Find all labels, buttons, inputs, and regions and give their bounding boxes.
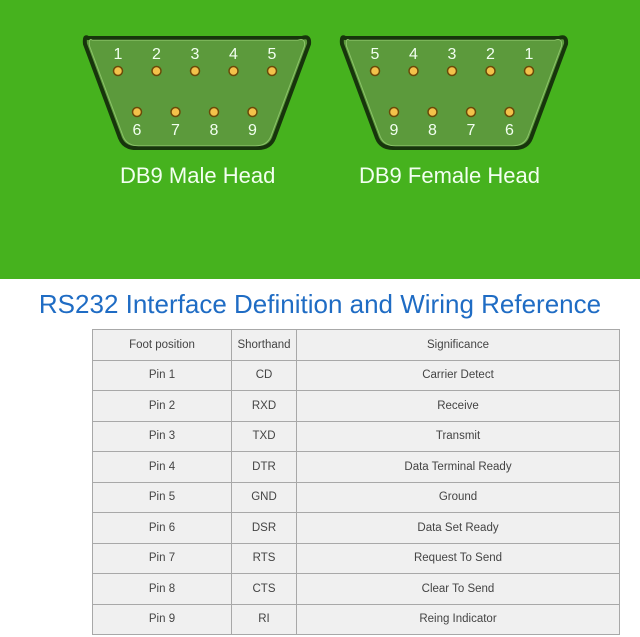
- pin-number: 3: [191, 46, 200, 63]
- pin-number: 7: [467, 122, 476, 139]
- pin-number: 1: [525, 46, 534, 63]
- foot-position-cell: Pin 4: [92, 451, 232, 483]
- pin-number: 1: [114, 46, 123, 63]
- shorthand-cell: DSR: [231, 512, 297, 544]
- foot-position-cell: Pin 1: [92, 359, 232, 391]
- significance-cell: Reing Indicator: [296, 603, 620, 635]
- pin-dot: [369, 65, 381, 77]
- shorthand-cell: CD: [231, 359, 297, 391]
- significance-cell: Request To Send: [296, 542, 620, 574]
- pin-dot: [228, 65, 239, 77]
- foot-position-cell: Pin 9: [92, 603, 232, 635]
- shorthand-cell: Shorthand: [231, 329, 297, 361]
- pin-dot: [208, 106, 220, 118]
- pin-dot: [485, 65, 496, 77]
- shorthand-cell: RTS: [231, 542, 297, 574]
- pin-number: 7: [171, 122, 180, 139]
- connector-banner: 1 2 3 4 5 6 7 8 9 5 4 3 2 1 9 8 7 6 DB9 Male Head DB9 Fem…: [0, 0, 640, 279]
- pin-dot: [427, 106, 438, 118]
- pin-number: 2: [152, 46, 161, 63]
- male-connector: 1 2 3 4 5 6 7 8 9: [82, 35, 312, 150]
- pin-number: 5: [371, 46, 380, 63]
- pin-dot: [170, 106, 181, 118]
- pin-dot: [446, 65, 458, 77]
- foot-position-cell: Pin 8: [92, 573, 232, 605]
- pin-dot: [388, 106, 400, 118]
- female-head-label: DB9 Female Head: [359, 163, 540, 188]
- pin-number: 6: [505, 122, 514, 139]
- pin-number: 5: [268, 46, 277, 63]
- pin-dot: [151, 65, 162, 77]
- table-header-row: Foot position Shorthand Significance: [92, 329, 620, 361]
- table-row: Pin 9 RI Reing Indicator: [92, 603, 620, 635]
- pin-dot: [523, 65, 535, 77]
- significance-cell: Clear To Send: [296, 573, 620, 605]
- shorthand-cell: RI: [231, 603, 297, 635]
- pin-dot: [247, 106, 258, 118]
- page-title: RS232 Interface Definition and Wiring Re…: [38, 289, 602, 319]
- table-row: Pin 6 DSR Data Set Ready: [92, 512, 620, 544]
- shorthand-cell: RXD: [231, 390, 297, 422]
- significance-cell: Significance: [296, 329, 620, 361]
- female-connector: 5 4 3 2 1 9 8 7 6: [339, 35, 569, 150]
- table-row: Pin 7 RTS Request To Send: [92, 542, 620, 574]
- pin-dot: [131, 106, 143, 118]
- pin-number: 4: [409, 46, 418, 63]
- shorthand-cell: TXD: [231, 420, 297, 452]
- pin-number: 9: [248, 122, 257, 139]
- significance-cell: Data Set Ready: [296, 512, 620, 544]
- shorthand-cell: DTR: [231, 451, 297, 483]
- pin-dot: [504, 106, 515, 118]
- pin-number: 3: [448, 46, 457, 63]
- foot-position-cell: Pin 5: [92, 481, 232, 513]
- table-row: Pin 2 RXD Receive: [92, 390, 620, 422]
- foot-position-cell: Pin 7: [92, 542, 232, 574]
- pin-number: 4: [229, 46, 238, 63]
- pin-dot: [112, 65, 124, 77]
- significance-cell: Receive: [296, 390, 620, 422]
- table-row: Pin 8 CTS Clear To Send: [92, 573, 620, 605]
- db9-connectors-diagram: 1 2 3 4 5 6 7 8 9 5 4 3 2 1 9 8 7 6: [82, 35, 569, 150]
- pin-dot: [465, 106, 477, 118]
- significance-cell: Carrier Detect: [296, 359, 620, 391]
- pin-number: 6: [133, 122, 142, 139]
- table-row: Pin 4 DTR Data Terminal Ready: [92, 451, 620, 483]
- pin-number: 9: [390, 122, 399, 139]
- pin-number: 8: [210, 122, 219, 139]
- foot-position-cell: Pin 3: [92, 420, 232, 452]
- pin-dot: [266, 65, 278, 77]
- pin-number: 2: [486, 46, 495, 63]
- significance-cell: Ground: [296, 481, 620, 513]
- significance-cell: Transmit: [296, 420, 620, 452]
- table-row: Pin 1 CD Carrier Detect: [92, 359, 620, 391]
- significance-cell: Data Terminal Ready: [296, 451, 620, 483]
- pin-dot: [189, 65, 201, 77]
- foot-position-cell: Pin 2: [92, 390, 232, 422]
- foot-position-cell: Foot position: [92, 329, 232, 361]
- foot-position-cell: Pin 6: [92, 512, 232, 544]
- pin-number: 8: [428, 122, 437, 139]
- table-row: Pin 3 TXD Transmit: [92, 420, 620, 452]
- male-head-label: DB9 Male Head: [120, 163, 276, 188]
- shorthand-cell: GND: [231, 481, 297, 513]
- table-row: Pin 5 GND Ground: [92, 481, 620, 513]
- shorthand-cell: CTS: [231, 573, 297, 605]
- pin-dot: [408, 65, 419, 77]
